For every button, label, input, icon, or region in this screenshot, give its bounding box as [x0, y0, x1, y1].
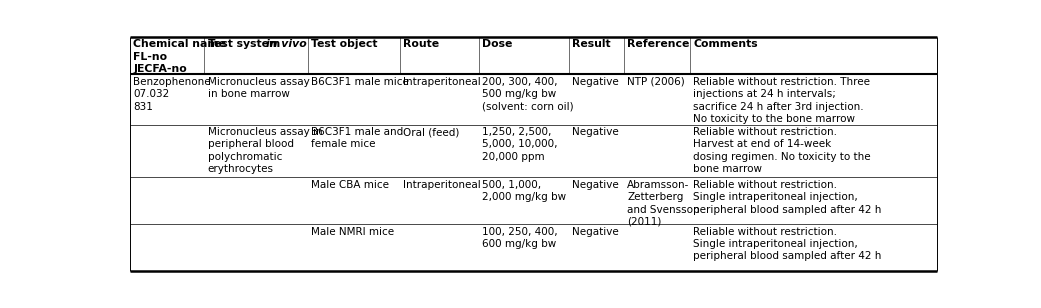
- Text: 100, 250, 400,
600 mg/kg bw: 100, 250, 400, 600 mg/kg bw: [482, 227, 558, 249]
- Text: Intraperitoneal: Intraperitoneal: [403, 77, 481, 87]
- Text: Benzophenone
07.032
831: Benzophenone 07.032 831: [133, 77, 211, 111]
- Text: Negative: Negative: [573, 77, 619, 87]
- Text: 500, 1,000,
2,000 mg/kg bw: 500, 1,000, 2,000 mg/kg bw: [482, 180, 566, 202]
- Text: Reliable without restriction.
Single intraperitoneal injection,
peripheral blood: Reliable without restriction. Single int…: [693, 180, 882, 215]
- Text: Reliable without restriction.
Harvest at end of 14-week
dosing regimen. No toxic: Reliable without restriction. Harvest at…: [693, 127, 871, 174]
- Text: Test system: Test system: [207, 39, 283, 49]
- Text: Male CBA mice: Male CBA mice: [311, 180, 389, 190]
- Text: in vivo: in vivo: [266, 39, 307, 49]
- Text: Micronucleus assay
in bone marrow: Micronucleus assay in bone marrow: [207, 77, 309, 99]
- Text: Negative: Negative: [573, 127, 619, 137]
- Text: Result: Result: [573, 39, 611, 49]
- Text: B6C3F1 male and
female mice: B6C3F1 male and female mice: [311, 127, 403, 149]
- Text: NTP (2006): NTP (2006): [627, 77, 685, 87]
- Text: Abramsson-
Zetterberg
and Svensson
(2011): Abramsson- Zetterberg and Svensson (2011…: [627, 180, 700, 227]
- Text: Test object: Test object: [311, 39, 377, 49]
- Text: Reliable without restriction.
Single intraperitoneal injection,
peripheral blood: Reliable without restriction. Single int…: [693, 227, 882, 261]
- Text: Male NMRI mice: Male NMRI mice: [311, 227, 393, 237]
- Text: Reliable without restriction. Three
injections at 24 h intervals;
sacrifice 24 h: Reliable without restriction. Three inje…: [693, 77, 870, 124]
- Text: Comments: Comments: [693, 39, 758, 49]
- Text: Dose: Dose: [482, 39, 512, 49]
- Text: Intraperitoneal: Intraperitoneal: [403, 180, 481, 190]
- Text: Reference: Reference: [627, 39, 689, 49]
- Text: 200, 300, 400,
500 mg/kg bw
(solvent: corn oil): 200, 300, 400, 500 mg/kg bw (solvent: co…: [482, 77, 574, 111]
- Text: Route: Route: [403, 39, 439, 49]
- Text: Chemical name
FL-no
JECFA-no: Chemical name FL-no JECFA-no: [133, 39, 226, 74]
- Text: Micronucleus assay in
peripheral blood
polychromatic
erythrocytes: Micronucleus assay in peripheral blood p…: [207, 127, 323, 174]
- Text: B6C3F1 male mice: B6C3F1 male mice: [311, 77, 409, 87]
- Text: 1,250, 2,500,
5,000, 10,000,
20,000 ppm: 1,250, 2,500, 5,000, 10,000, 20,000 ppm: [482, 127, 557, 162]
- Text: Negative: Negative: [573, 227, 619, 237]
- Text: Oral (feed): Oral (feed): [403, 127, 459, 137]
- Text: Negative: Negative: [573, 180, 619, 190]
